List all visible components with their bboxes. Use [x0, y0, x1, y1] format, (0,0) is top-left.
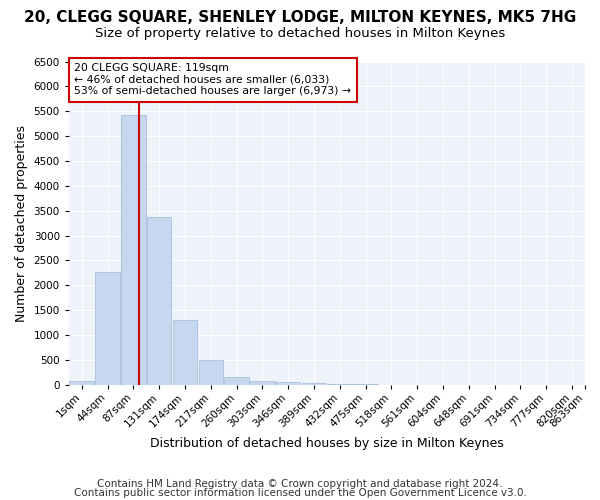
Bar [250, 381, 275, 385]
Bar [147, 217, 172, 385]
X-axis label: Distribution of detached houses by size in Milton Keynes: Distribution of detached houses by size … [150, 437, 504, 450]
Bar [224, 377, 249, 385]
Bar [70, 381, 94, 385]
Bar [121, 115, 146, 385]
Bar [302, 384, 326, 385]
Y-axis label: Number of detached properties: Number of detached properties [15, 124, 28, 322]
Bar [276, 382, 301, 385]
Text: Contains public sector information licensed under the Open Government Licence v3: Contains public sector information licen… [74, 488, 526, 498]
Text: 20 CLEGG SQUARE: 119sqm
← 46% of detached houses are smaller (6,033)
53% of semi: 20 CLEGG SQUARE: 119sqm ← 46% of detache… [74, 63, 351, 96]
Text: 20, CLEGG SQUARE, SHENLEY LODGE, MILTON KEYNES, MK5 7HG: 20, CLEGG SQUARE, SHENLEY LODGE, MILTON … [24, 10, 576, 25]
Bar [199, 360, 223, 385]
Bar [328, 384, 352, 385]
Bar [173, 320, 197, 385]
Text: Contains HM Land Registry data © Crown copyright and database right 2024.: Contains HM Land Registry data © Crown c… [97, 479, 503, 489]
Bar [95, 272, 120, 385]
Text: Size of property relative to detached houses in Milton Keynes: Size of property relative to detached ho… [95, 28, 505, 40]
